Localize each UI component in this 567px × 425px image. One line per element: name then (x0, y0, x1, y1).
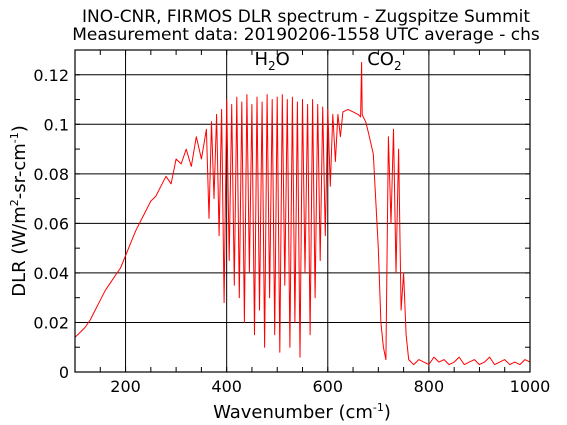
plot-frame (74, 49, 531, 373)
x-tick-label: 1000 (510, 377, 551, 396)
x-tick-label: 400 (211, 377, 242, 396)
chart-title: INO-CNR, FIRMOS DLR spectrum - Zugspitze… (82, 7, 530, 27)
x-tick-label: 800 (414, 377, 445, 396)
y-tick-label: 0.12 (33, 66, 69, 85)
band-annotation: CO2 (367, 49, 401, 73)
annotation-base: H (254, 49, 268, 70)
y-tick-label: 0.08 (33, 165, 69, 184)
y-axis-label: DLR (W/m2-sr-cm-1) (8, 125, 30, 297)
y-axis-label-part1: DLR (W/m (9, 206, 30, 297)
chart-subtitle: Measurement data: 20190206-1558 UTC aver… (72, 25, 540, 45)
x-axis-label-end: ) (384, 402, 391, 423)
x-tick-label: 200 (110, 377, 141, 396)
y-tick-label: 0.1 (44, 115, 69, 134)
x-axis-label-sup: -1 (373, 401, 384, 414)
y-tick-label: 0.06 (33, 214, 69, 233)
x-axis-label: Wavenumber (cm-1) (213, 401, 391, 423)
y-tick-label: 0.04 (33, 264, 69, 283)
annotation-rest: O (276, 49, 290, 70)
annotations: H2O CO2 (254, 49, 401, 73)
plot-area (75, 61, 530, 366)
annotation-sub: 2 (268, 59, 276, 73)
annotation-base: CO (367, 49, 394, 70)
grid (75, 50, 530, 372)
y-axis-label-sup2: -1 (8, 132, 21, 143)
y-axis-label-sup1: 2 (8, 199, 21, 206)
y-tick-label: 0.02 (33, 313, 69, 332)
x-tick-label: 600 (313, 377, 344, 396)
band-annotation: H2O (254, 49, 289, 73)
x-axis-label-main: Wavenumber (cm (213, 402, 373, 423)
y-axis-label-part2: -sr-cm (9, 143, 30, 199)
y-axis-label-part3: ) (9, 125, 30, 132)
annotation-sub: 2 (394, 59, 402, 73)
spectrum-line (75, 61, 530, 366)
y-tick-label: 0 (59, 363, 69, 382)
ticks: 200 400 600 800 1000 0 0.02 0.04 0.06 0.08 0.1 0.12 (33, 49, 551, 396)
